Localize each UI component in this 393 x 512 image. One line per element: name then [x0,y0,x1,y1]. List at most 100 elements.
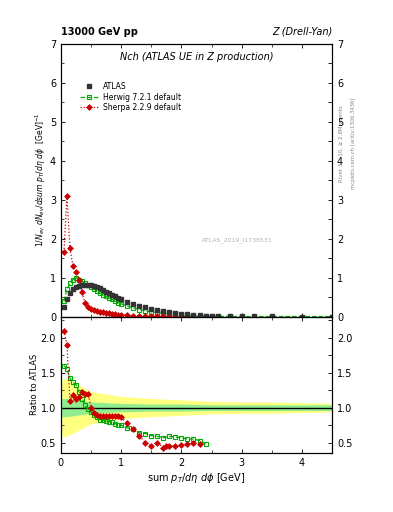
Herwig 7.2.1 default [80,279,84,285]
X-axis label: sum $p_{T}/d\eta\ d\phi$ [GeV]: sum $p_{T}/d\eta\ d\phi$ [GeV] [147,471,246,485]
ATLAS [89,282,94,288]
Y-axis label: Ratio to ATLAS: Ratio to ATLAS [30,354,39,415]
Herwig 7.2.1 default [116,300,121,306]
ATLAS [98,285,103,291]
Sherpa 2.2.9 default [107,310,112,316]
ATLAS [68,290,72,296]
Herwig 7.2.1 default [203,313,208,319]
Herwig 7.2.1 default [215,313,220,319]
Herwig 7.2.1 default [197,313,202,319]
Sherpa 2.2.9 default [71,263,75,269]
ATLAS [227,313,232,319]
ATLAS [299,313,304,319]
Herwig 7.2.1 default [107,295,112,301]
Herwig 7.2.1 default [252,313,256,319]
Sherpa 2.2.9 default [68,245,72,251]
ATLAS [143,304,148,310]
Sherpa 2.2.9 default [167,313,172,319]
Herwig 7.2.1 default [191,313,196,319]
Herwig 7.2.1 default [149,309,154,315]
ATLAS [215,313,220,319]
Herwig 7.2.1 default [270,313,274,319]
Sherpa 2.2.9 default [77,276,81,283]
Sherpa 2.2.9 default [62,249,66,255]
ATLAS [173,310,178,316]
ATLAS [197,312,202,318]
Sherpa 2.2.9 default [155,313,160,319]
Sherpa 2.2.9 default [86,304,90,310]
Line: Sherpa 2.2.9 default: Sherpa 2.2.9 default [62,194,214,318]
Sherpa 2.2.9 default [149,313,154,319]
ATLAS [252,313,256,319]
Herwig 7.2.1 default [227,313,232,319]
ATLAS [161,308,166,314]
Herwig 7.2.1 default [95,288,99,294]
Sherpa 2.2.9 default [137,313,141,319]
ATLAS [119,296,123,303]
Herwig 7.2.1 default [98,290,103,296]
ATLAS [203,312,208,318]
Text: 13000 GeV pp: 13000 GeV pp [61,27,138,37]
ATLAS [92,283,96,289]
Sherpa 2.2.9 default [83,300,87,306]
ATLAS [101,287,105,293]
ATLAS [73,284,78,290]
Sherpa 2.2.9 default [179,313,184,319]
Herwig 7.2.1 default [330,313,334,319]
Sherpa 2.2.9 default [143,313,148,319]
Herwig 7.2.1 default [185,312,190,318]
Herwig 7.2.1 default [125,303,130,309]
Sherpa 2.2.9 default [110,311,114,317]
Sherpa 2.2.9 default [92,307,96,313]
Herwig 7.2.1 default [92,286,96,292]
Herwig 7.2.1 default [89,284,94,290]
Sherpa 2.2.9 default [191,313,196,319]
Herwig 7.2.1 default [239,313,244,319]
ATLAS [62,304,66,310]
Sherpa 2.2.9 default [89,306,94,312]
Sherpa 2.2.9 default [197,313,202,319]
ATLAS [270,313,274,319]
Herwig 7.2.1 default [119,301,123,307]
Text: ATLAS_2019_I1736531: ATLAS_2019_I1736531 [202,237,273,243]
ATLAS [104,289,108,295]
Herwig 7.2.1 default [104,293,108,300]
ATLAS [64,296,69,302]
ATLAS [239,313,244,319]
Herwig 7.2.1 default [161,310,166,316]
ATLAS [71,286,75,292]
ATLAS [167,309,172,315]
Herwig 7.2.1 default [167,311,172,317]
Text: mcplots.cern.ch [arXiv:1306.3436]: mcplots.cern.ch [arXiv:1306.3436] [351,98,356,189]
ATLAS [209,313,214,319]
ATLAS [77,283,81,289]
Sherpa 2.2.9 default [185,313,190,319]
Line: ATLAS: ATLAS [61,282,334,319]
Herwig 7.2.1 default [110,296,114,303]
ATLAS [110,292,114,298]
Sherpa 2.2.9 default [209,313,214,319]
Sherpa 2.2.9 default [173,313,178,319]
Legend: ATLAS, Herwig 7.2.1 default, Sherpa 2.2.9 default: ATLAS, Herwig 7.2.1 default, Sherpa 2.2.… [78,80,182,114]
Herwig 7.2.1 default [101,292,105,298]
Herwig 7.2.1 default [77,276,81,283]
Text: Z (Drell-Yan): Z (Drell-Yan) [272,27,332,37]
ATLAS [191,312,196,318]
Sherpa 2.2.9 default [73,269,78,275]
Sherpa 2.2.9 default [203,313,208,319]
ATLAS [179,311,184,317]
Sherpa 2.2.9 default [113,311,118,317]
Herwig 7.2.1 default [113,298,118,304]
Sherpa 2.2.9 default [125,312,130,318]
ATLAS [116,295,121,301]
ATLAS [125,298,130,305]
Herwig 7.2.1 default [64,286,69,292]
Sherpa 2.2.9 default [95,308,99,314]
ATLAS [86,282,90,288]
Herwig 7.2.1 default [83,281,87,287]
Text: Rivet 3.1.10, ≥ 2.8M events: Rivet 3.1.10, ≥ 2.8M events [339,105,344,182]
Herwig 7.2.1 default [71,276,75,283]
ATLAS [80,282,84,288]
Herwig 7.2.1 default [131,305,136,311]
Sherpa 2.2.9 default [119,312,123,318]
